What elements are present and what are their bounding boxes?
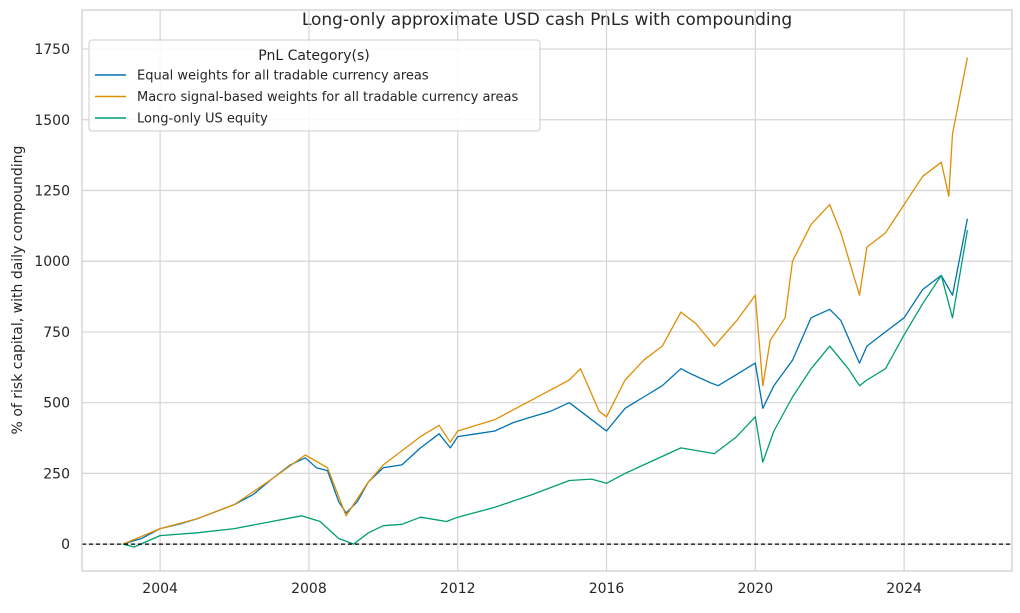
y-axis-label: % of risk capital, with daily compoundin… — [10, 146, 26, 435]
series-lines — [82, 57, 1012, 548]
x-tick-label: 2004 — [142, 581, 178, 597]
y-tick-label: 500 — [43, 396, 70, 412]
grid: 2004 2008 2012 2016 2020 2024 0 250 500 750 1000 12… — [34, 10, 1012, 597]
legend: PnL Category(s) Equal weights for all tra… — [88, 39, 541, 132]
y-tick-label: 0 — [61, 537, 70, 553]
legend-entry: Equal weights for all tradable currency … — [137, 69, 429, 84]
plot-frame — [81, 9, 1013, 572]
series-line-2 — [122, 229, 969, 548]
y-tick-label: 1750 — [34, 42, 70, 58]
x-tick-label: 2012 — [440, 581, 476, 597]
y-tick-label: 1500 — [34, 113, 70, 129]
legend-title: PnL Category(s) — [258, 48, 370, 64]
legend-box — [88, 39, 541, 132]
legend-entry: Macro signal-based weights for all trada… — [137, 90, 518, 105]
x-tick-label: 2024 — [886, 581, 922, 597]
y-tick-label: 750 — [43, 325, 70, 341]
series-line-1 — [122, 57, 969, 545]
y-tick-label: 1000 — [34, 254, 70, 270]
series-line-0 — [122, 218, 969, 545]
x-tick-label: 2016 — [589, 581, 625, 597]
x-tick-label: 2020 — [737, 581, 773, 597]
y-tick-label: 1250 — [34, 183, 70, 199]
y-tick-label: 250 — [43, 466, 70, 482]
legend-entry: Long-only US equity — [137, 112, 268, 127]
x-tick-label: 2008 — [291, 581, 327, 597]
chart-title: Long-only approximate USD cash PnLs with… — [302, 10, 792, 30]
